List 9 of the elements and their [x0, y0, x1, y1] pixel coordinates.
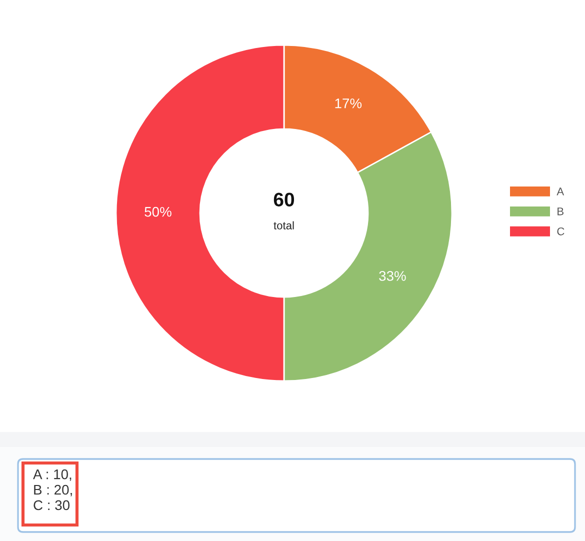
- data-label: 17%: [335, 98, 362, 108]
- legend-label: A: [556, 188, 564, 196]
- text: 60: [274, 192, 294, 206]
- legend-label: B: [558, 208, 564, 216]
- data-label: 33%: [379, 271, 406, 281]
- data-label: 50%: [144, 206, 172, 217]
- text: A : 10, B : 20, C : 30: [33, 469, 72, 510]
- legend-label: C: [557, 227, 564, 236]
- text: total: [274, 221, 294, 230]
